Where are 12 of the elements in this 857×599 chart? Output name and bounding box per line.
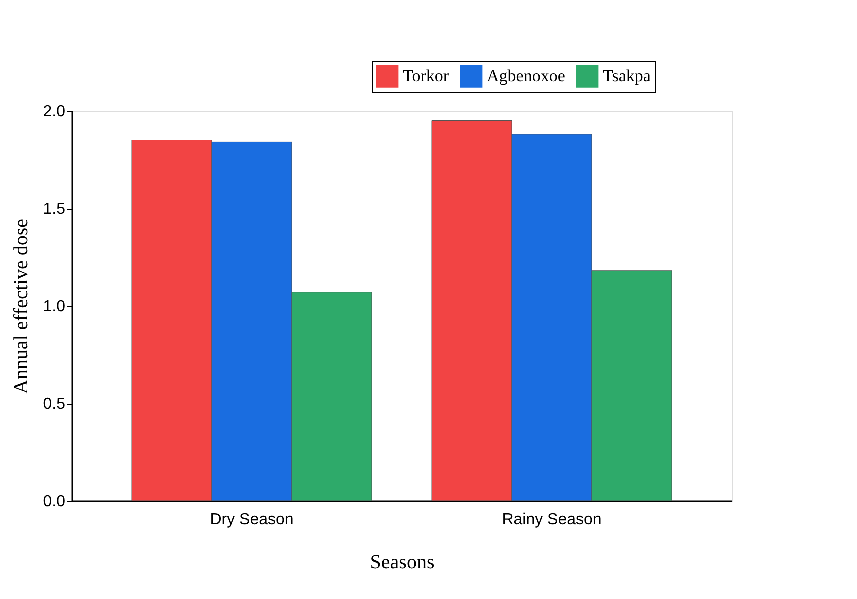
y-tick-label: 2.0 (43, 104, 66, 120)
y-tick-label: 0.0 (43, 494, 66, 510)
y-tick-label: 1.0 (43, 298, 66, 316)
legend-label: Agbenoxoe (487, 66, 566, 86)
x-axis-title: Seasons (370, 552, 435, 574)
legend-label: Tsakpa (603, 66, 652, 86)
y-tick-label: 0.5 (43, 396, 66, 413)
x-tick-label: Rainy Season (502, 512, 602, 528)
y-axis-title: Annual effective dose (10, 218, 32, 394)
y-tick-label: 1.5 (43, 201, 66, 218)
x-tick-label: Dry Season (210, 512, 294, 528)
legend-label: Torkor (403, 66, 450, 86)
